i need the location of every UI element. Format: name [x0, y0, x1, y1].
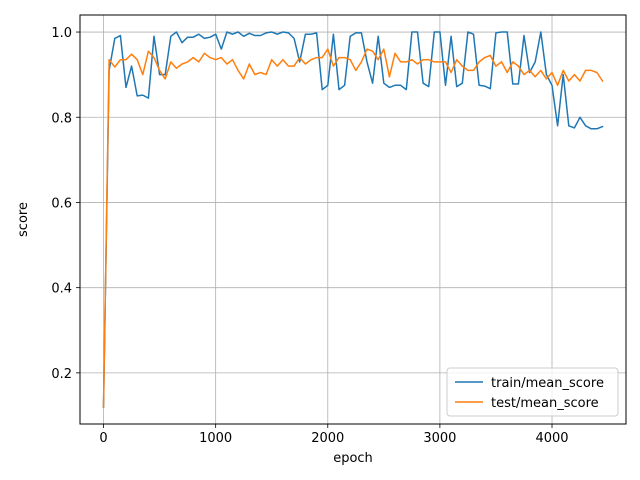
series-line-0 [102, 31, 604, 408]
x-tick-label: 0 [99, 431, 107, 446]
legend-entry-label: test/mean_score [491, 396, 599, 411]
series-line-1 [102, 48, 604, 408]
y-tick-label: 0.8 [51, 111, 72, 126]
x-axis-label: epoch [333, 451, 373, 466]
y-axis-label: score [16, 202, 31, 237]
y-tick-label: 0.6 [51, 196, 72, 211]
legend: train/mean_score test/mean_score [446, 367, 619, 417]
series-lines [102, 31, 604, 408]
axis-ticks: 0 1000 2000 3000 4000 0.2 0.4 0.6 0.8 1.0 [51, 26, 568, 446]
legend-box [446, 367, 619, 417]
y-tick-label: 1.0 [51, 26, 72, 41]
x-tick-label: 2000 [311, 431, 344, 446]
x-tick-label: 3000 [423, 431, 456, 446]
legend-entry-label: train/mean_score [491, 376, 604, 391]
y-tick-label: 0.4 [51, 282, 72, 297]
x-tick-label: 4000 [535, 431, 568, 446]
plot-frame [79, 14, 627, 425]
y-tick-label: 0.2 [51, 367, 72, 382]
x-tick-label: 1000 [199, 431, 232, 446]
